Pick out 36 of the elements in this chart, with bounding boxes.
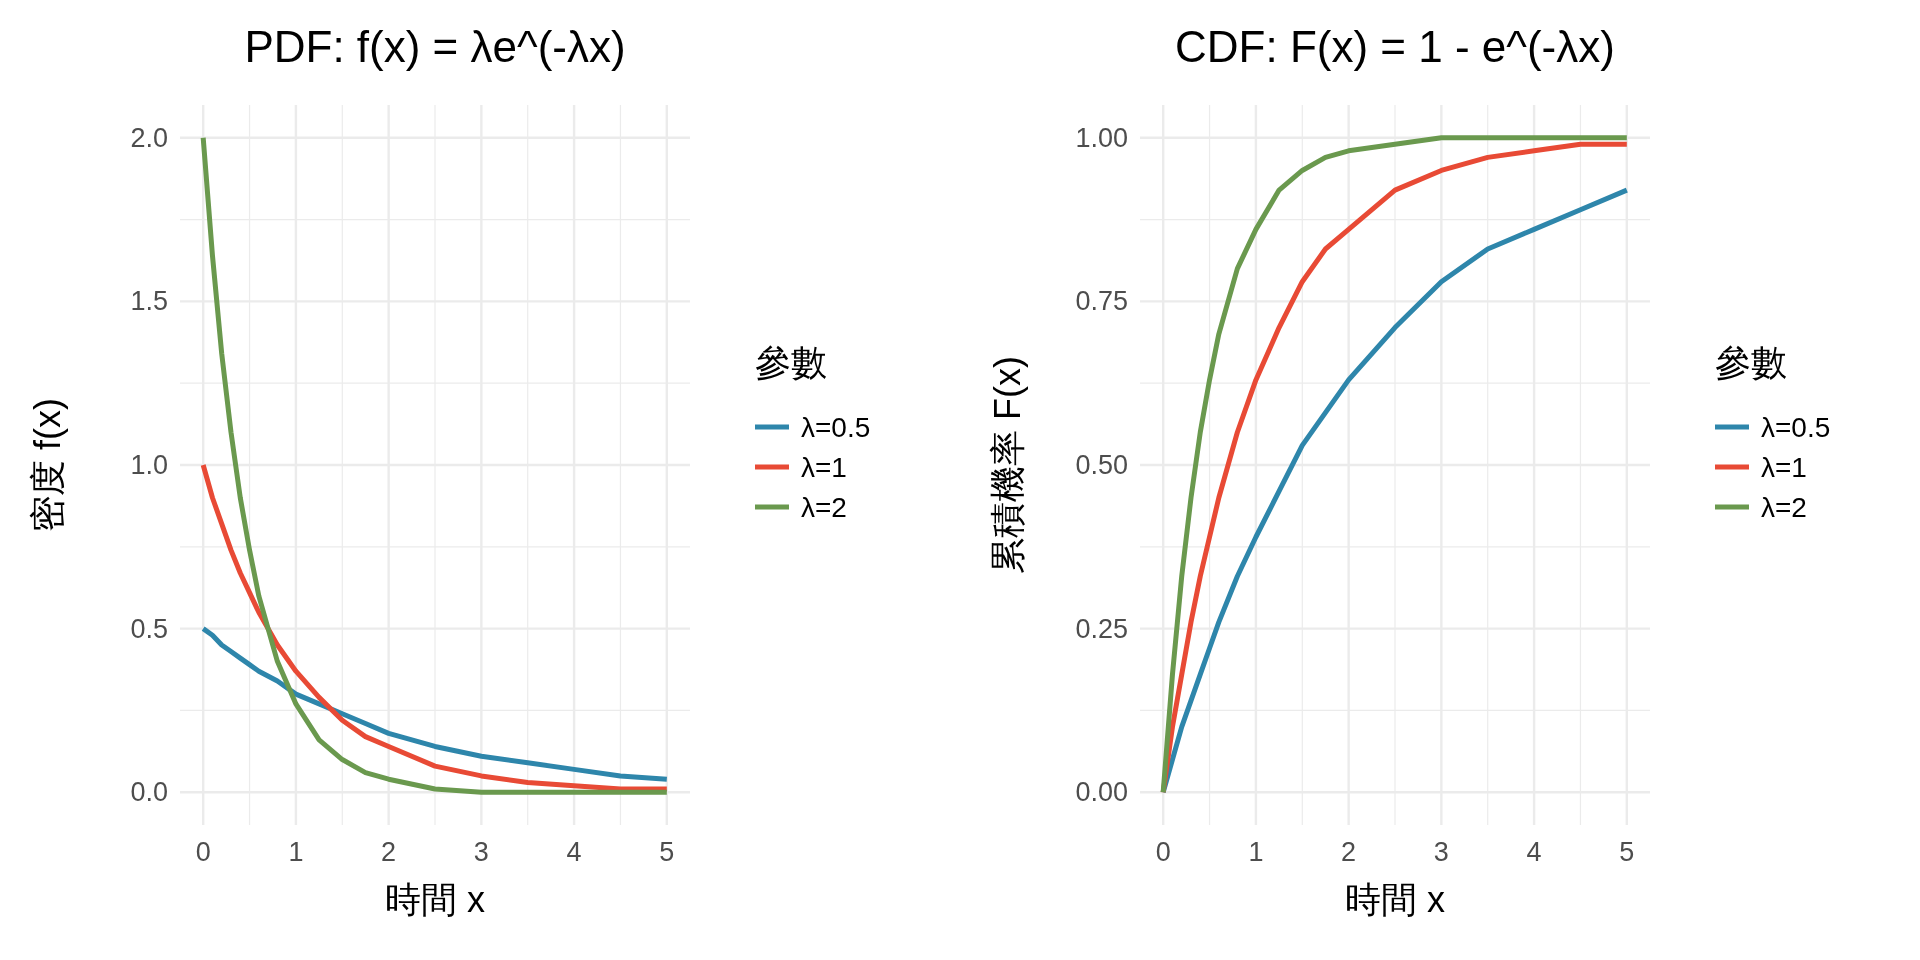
x-tick-label: 3: [473, 837, 489, 867]
x-tick-label: 3: [1433, 837, 1449, 867]
y-tick-label: 0.00: [1075, 777, 1128, 808]
y-axis-title: 累積機率 F(x): [987, 356, 1028, 574]
x-tick-label: 0: [195, 837, 211, 867]
x-tick-label: 2: [381, 837, 397, 867]
y-tick-label: 1.00: [1075, 122, 1128, 153]
x-tick-label: 5: [1619, 837, 1635, 867]
y-tick-label: 0.25: [1075, 613, 1128, 644]
x-tick-label: 4: [566, 837, 582, 867]
x-tick-label: 5: [659, 837, 675, 867]
x-tick-label: 1: [1248, 837, 1264, 867]
x-axis-title: 時間 x: [1344, 879, 1446, 920]
legend-label: λ=2: [1761, 492, 1807, 523]
legend-label: λ=0.5: [1761, 412, 1831, 443]
legend-label: λ=1: [1761, 452, 1807, 483]
legend-label: λ=1: [801, 452, 847, 483]
y-tick-label: 2.0: [130, 122, 168, 153]
legend-label: λ=2: [801, 492, 847, 523]
x-tick-label: 0: [1155, 837, 1171, 867]
y-tick-label: 0.50: [1075, 450, 1128, 480]
legend-label: λ=0.5: [801, 412, 871, 443]
x-tick-label: 4: [1526, 837, 1542, 867]
y-tick-label: 0.75: [1075, 286, 1128, 317]
y-tick-label: 0.0: [130, 777, 168, 808]
x-tick-label: 1: [288, 837, 304, 867]
chart-title: CDF: F(x) = 1 - e^(-λx): [1175, 22, 1615, 71]
x-tick-label: 2: [1341, 837, 1357, 867]
y-tick-label: 0.5: [130, 613, 168, 644]
chart-title: PDF: f(x) = λe^(-λx): [244, 22, 626, 71]
legend-title: 參數: [1715, 342, 1787, 383]
x-axis-title: 時間 x: [384, 879, 486, 920]
legend-title: 參數: [755, 342, 827, 383]
y-tick-label: 1.0: [130, 450, 168, 480]
y-tick-label: 1.5: [130, 286, 168, 317]
y-axis-title: 密度 f(x): [27, 398, 68, 532]
